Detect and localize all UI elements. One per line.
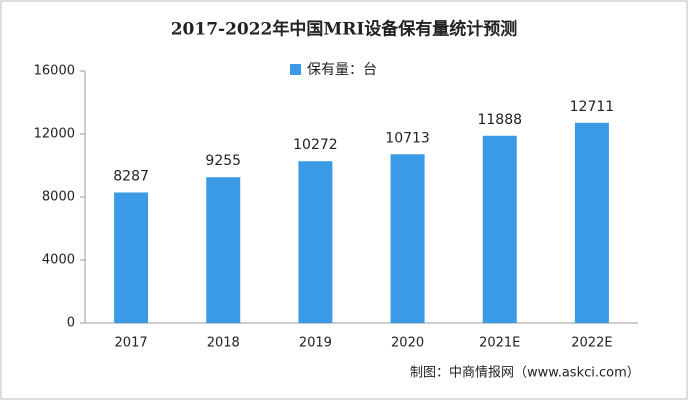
y-tick-label: 0 [67, 316, 75, 331]
x-tick-label: 2021E [479, 336, 520, 351]
value-label: 11888 [477, 112, 522, 128]
legend-label: 保有量：台 [307, 62, 377, 78]
bar [482, 135, 517, 323]
value-label: 12711 [570, 99, 615, 115]
legend-swatch [290, 64, 301, 75]
value-label: 9255 [205, 153, 241, 169]
value-label: 10272 [293, 137, 338, 153]
x-tick-label: 2022E [571, 336, 612, 351]
y-tick-label: 16000 [34, 64, 75, 79]
bar [298, 161, 333, 323]
value-label: 10713 [385, 130, 430, 146]
x-tick-label: 2017 [115, 336, 148, 351]
x-tick-label: 2019 [299, 336, 332, 351]
y-tick-label: 4000 [42, 253, 75, 268]
source: 制图：中商情报网（www.askci.com） [410, 366, 640, 381]
bar [206, 177, 241, 323]
bar [574, 122, 609, 323]
y-tick-label: 8000 [42, 190, 75, 205]
x-tick-label: 2020 [391, 336, 424, 351]
y-tick-label: 12000 [34, 127, 75, 142]
value-label: 8287 [113, 168, 149, 184]
bar [390, 154, 425, 323]
x-tick-label: 2018 [207, 336, 240, 351]
bar [114, 192, 149, 323]
chart-title: 2017-2022年中国MRI设备保有量统计预测 [171, 19, 518, 40]
